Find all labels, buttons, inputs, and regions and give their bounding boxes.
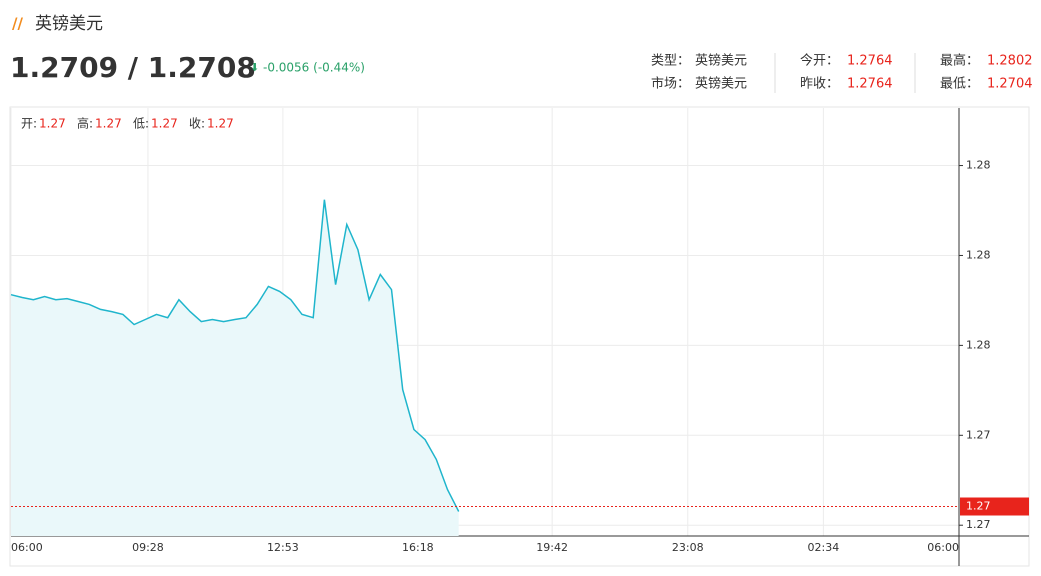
x-tick-label: 16:18 [402, 541, 434, 554]
info-label: 今开： [800, 53, 839, 69]
ohlc-value: 1.27 [95, 117, 122, 131]
ohlc-value: 1.27 [39, 117, 66, 131]
logo-mark: // [12, 15, 23, 33]
y-tick-label: 1.28 [966, 159, 991, 172]
ohlc-label: 开: [21, 117, 37, 131]
ohlc-value: 1.27 [207, 117, 234, 131]
y-tick-label: 1.27 [966, 428, 991, 441]
info-value: 1.2704 [987, 77, 1033, 92]
x-tick-label: 12:53 [267, 541, 299, 554]
info-value: 1.2764 [847, 54, 893, 69]
y-tick-label: 1.28 [966, 248, 991, 261]
x-tick-label: 02:34 [808, 541, 840, 554]
x-tick-label: 06:00 [11, 541, 43, 554]
x-tick-label: 09:28 [132, 541, 164, 554]
info-value: 英镑美元 [695, 53, 747, 69]
info-value: 1.2764 [847, 77, 893, 92]
info-label: 最高： [940, 53, 979, 69]
area-fill [11, 199, 459, 536]
current-price-label: 1.27 [966, 500, 991, 513]
y-tick-label: 1.27 [966, 518, 991, 531]
ohlc-label: 低: [133, 117, 149, 131]
y-tick-label: 1.28 [966, 338, 991, 351]
info-label: 类型： [651, 54, 690, 69]
price: 1.2709 / 1.2708 [10, 51, 256, 84]
info-value: 1.2802 [987, 54, 1033, 69]
change: -0.0056 (-0.44%) [263, 61, 365, 75]
title: 英镑美元 [35, 14, 103, 34]
x-tick-label: 19:42 [536, 541, 568, 554]
ohlc-label: 收: [189, 117, 205, 131]
x-tick-label: 06:00 [927, 541, 959, 554]
x-tick-label: 23:08 [672, 541, 704, 554]
info-label: 市场： [651, 76, 690, 92]
info-value: 英镑美元 [695, 76, 747, 92]
ohlc-value: 1.27 [151, 117, 178, 131]
info-label: 最低： [940, 77, 979, 92]
info-label: 昨收： [800, 77, 839, 92]
down-arrow: ⬇ [250, 61, 259, 74]
ohlc-label: 高: [77, 116, 93, 131]
chart-frame [9, 106, 1030, 567]
price-line [10, 199, 460, 512]
current-price-box [960, 497, 1029, 516]
